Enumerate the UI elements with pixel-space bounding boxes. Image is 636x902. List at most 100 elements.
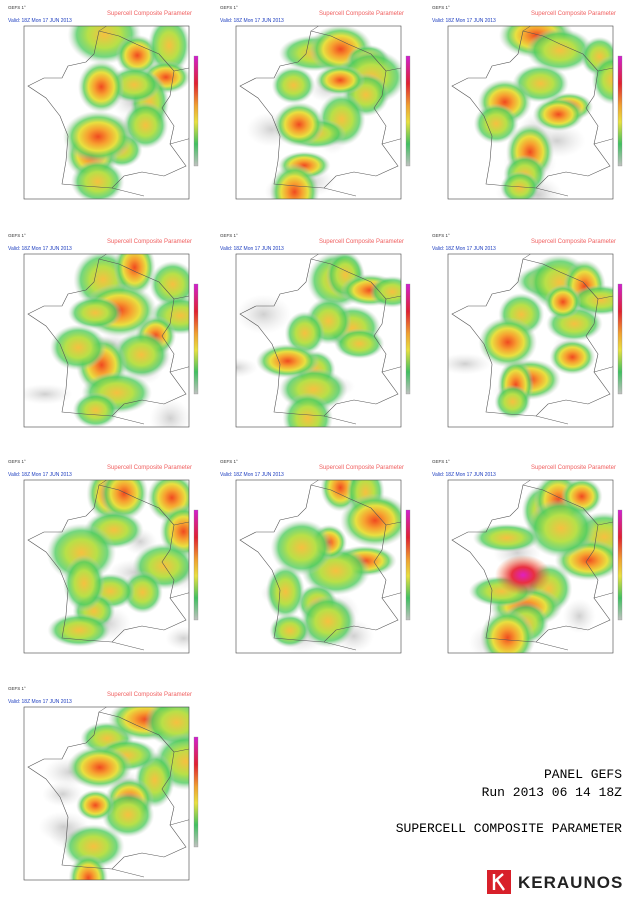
map-panel: GEFS 1° Supercell Composite Parameter Vali…: [8, 233, 199, 428]
color-bar: [405, 55, 411, 167]
map-panel: GEFS 1° Supercell Composite Parameter Vali…: [8, 459, 199, 654]
panel-title: Supercell Composite Parameter: [531, 239, 616, 245]
field-grey: [165, 626, 189, 651]
map-frame: [23, 25, 190, 200]
field-blob: [299, 595, 357, 648]
field-blob: [62, 110, 134, 163]
field-blob: [68, 853, 109, 880]
panel-model: GEFS 1°: [220, 5, 238, 10]
field-blob: [66, 745, 133, 790]
field-blob: [76, 789, 115, 821]
footer-line: SUPERCELL COMPOSITE PARAMETER: [396, 821, 622, 836]
borders: [98, 254, 189, 425]
logo: KERAUNOS: [487, 870, 623, 894]
logo-k: [492, 873, 505, 891]
borders: [98, 26, 189, 197]
borders: [98, 480, 189, 651]
panel-model: GEFS 1°: [220, 233, 238, 238]
panel-title: Supercell Composite Parameter: [107, 692, 192, 698]
panel-title: Supercell Composite Parameter: [319, 465, 404, 471]
panel-valid: Valid: 18Z Mon 17 JUN 2013: [432, 18, 496, 24]
panel-title: Supercell Composite Parameter: [107, 11, 192, 17]
field-blob: [101, 792, 155, 838]
color-bar: [405, 509, 411, 621]
field-blob: [544, 284, 582, 320]
field-blob: [369, 275, 401, 308]
map-panel: GEFS 1° Supercell Composite Parameter Vali…: [432, 5, 623, 200]
borders: [522, 254, 613, 425]
map-frame: [447, 253, 614, 428]
panel-model: GEFS 1°: [8, 459, 26, 464]
field-blob: [255, 343, 320, 379]
map-frame: [447, 479, 614, 654]
panel-title: Supercell Composite Parameter: [531, 465, 616, 471]
color-bar: [617, 283, 623, 395]
panel-valid: Valid: 18Z Mon 17 JUN 2013: [220, 472, 284, 478]
map-frame: [235, 479, 402, 654]
field: [27, 707, 189, 880]
field-blob: [526, 498, 596, 558]
map-panel: GEFS 1° Supercell Composite Parameter Vali…: [8, 686, 199, 881]
color-bar: [193, 283, 199, 395]
panel-valid: Valid: 18Z Mon 17 JUN 2013: [220, 18, 284, 24]
field-blob: [49, 324, 107, 371]
field-blob: [472, 523, 541, 553]
panel-valid: Valid: 18Z Mon 17 JUN 2013: [8, 18, 72, 24]
panel-title: Supercell Composite Parameter: [107, 465, 192, 471]
map-frame: [235, 25, 402, 200]
map-panel: GEFS 1° Supercell Composite Parameter Vali…: [432, 459, 623, 654]
field-grey: [236, 294, 292, 335]
field-blob: [478, 316, 538, 368]
borders: [310, 254, 401, 425]
field: [24, 254, 189, 427]
field-grey: [236, 357, 258, 378]
footer: PANEL GEFS Run 2013 06 14 18Z SUPERCELL …: [396, 767, 622, 836]
field-grey: [149, 398, 189, 427]
panel-model: GEFS 1°: [8, 5, 26, 10]
field-blob: [47, 613, 111, 647]
field: [451, 26, 613, 199]
field-blob: [480, 608, 536, 653]
map-frame: [235, 253, 402, 428]
field-blob: [269, 613, 311, 648]
map-frame: [23, 253, 190, 428]
field: [451, 480, 613, 653]
logo-text: KERAUNOS: [518, 873, 623, 892]
map-panel: GEFS 1° Supercell Composite Parameter Vali…: [432, 233, 623, 428]
borders: [98, 707, 189, 878]
color-bar: [193, 509, 199, 621]
field-blob: [265, 564, 306, 620]
field: [27, 480, 189, 651]
panel-valid: Valid: 18Z Mon 17 JUN 2013: [220, 246, 284, 252]
field: [27, 26, 189, 199]
borders: [522, 480, 613, 651]
color-bar: [405, 283, 411, 395]
footer-line: Run 2013 06 14 18Z: [482, 785, 623, 800]
field-blob: [67, 296, 123, 330]
map-panel: GEFS 1° Supercell Composite Parameter Vali…: [220, 5, 411, 200]
field-blob: [473, 103, 519, 144]
panel-model: GEFS 1°: [8, 233, 26, 238]
field-blob: [63, 554, 105, 612]
map-panel: GEFS 1° Supercell Composite Parameter Vali…: [220, 233, 411, 428]
field-blob: [273, 101, 325, 148]
color-bar: [193, 736, 199, 848]
field-peak: [495, 555, 551, 595]
field-blob: [269, 163, 320, 199]
field: [236, 254, 401, 427]
field-blob: [314, 64, 366, 96]
borders: [522, 26, 613, 197]
field-blob: [591, 55, 613, 105]
field-blob: [122, 570, 163, 614]
map-frame: [447, 25, 614, 200]
borders: [310, 26, 401, 197]
field-grey: [24, 383, 73, 405]
map-panel: GEFS 1° Supercell Composite Parameter Vali…: [8, 5, 199, 200]
field-blob: [494, 384, 531, 419]
panel-valid: Valid: 18Z Mon 17 JUN 2013: [8, 472, 72, 478]
panel-valid: Valid: 18Z Mon 17 JUN 2013: [432, 246, 496, 252]
field-grey: [562, 598, 596, 634]
panel-title: Supercell Composite Parameter: [107, 239, 192, 245]
panel-model: GEFS 1°: [432, 233, 450, 238]
